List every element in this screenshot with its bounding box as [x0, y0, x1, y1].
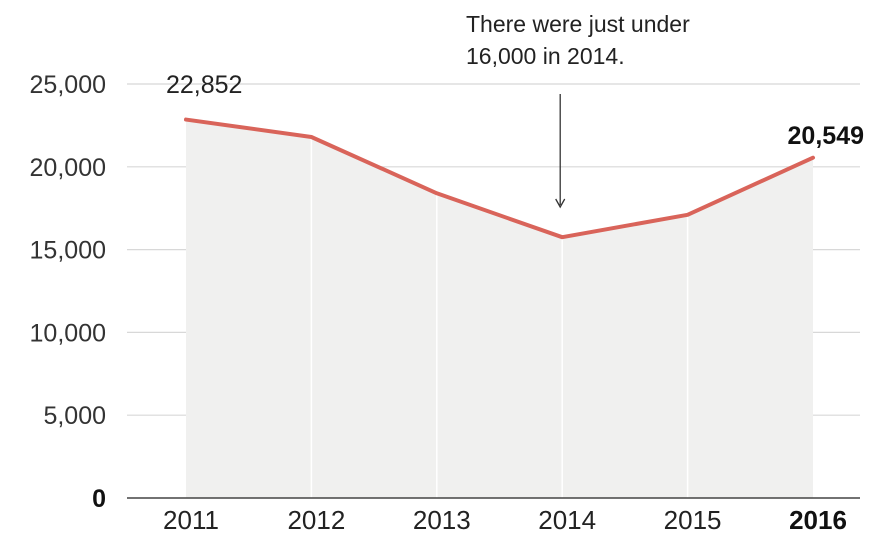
data-label-2011: 22,852 — [166, 71, 242, 99]
y-tick-label: 15,000 — [30, 237, 106, 265]
annotation-text: There were just under — [466, 11, 690, 37]
annotation-arrow-head — [555, 198, 566, 209]
x-tick-label: 2014 — [538, 505, 596, 535]
area-fill — [186, 119, 813, 499]
x-tick-label: 2015 — [664, 505, 722, 535]
y-tick-label: 25,000 — [30, 71, 106, 99]
x-tick-label: 2012 — [287, 505, 345, 535]
x-tick-label: 2013 — [413, 505, 471, 535]
data-labels: 22,852 20,549 — [166, 71, 864, 150]
y-tick-label: 0 — [92, 485, 106, 513]
data-label-2016: 20,549 — [788, 122, 864, 150]
x-tick-label: 2011 — [163, 505, 219, 535]
y-tick-label: 5,000 — [43, 402, 106, 430]
annotation-text: 16,000 in 2014. — [466, 43, 625, 69]
x-tick-label: 2016 — [789, 505, 847, 535]
series-line — [184, 117, 815, 240]
year-separators — [310, 138, 689, 498]
y-tick-label: 20,000 — [30, 154, 106, 182]
y-tick-label: 10,000 — [30, 319, 106, 347]
x-axis-tick-labels: 2011 2012 2013 2014 2015 2016 — [163, 505, 847, 535]
y-axis-tick-labels: 0 5,000 10,000 15,000 20,000 25,000 — [30, 71, 106, 513]
annotation: There were just under 16,000 in 2014. — [466, 11, 690, 209]
